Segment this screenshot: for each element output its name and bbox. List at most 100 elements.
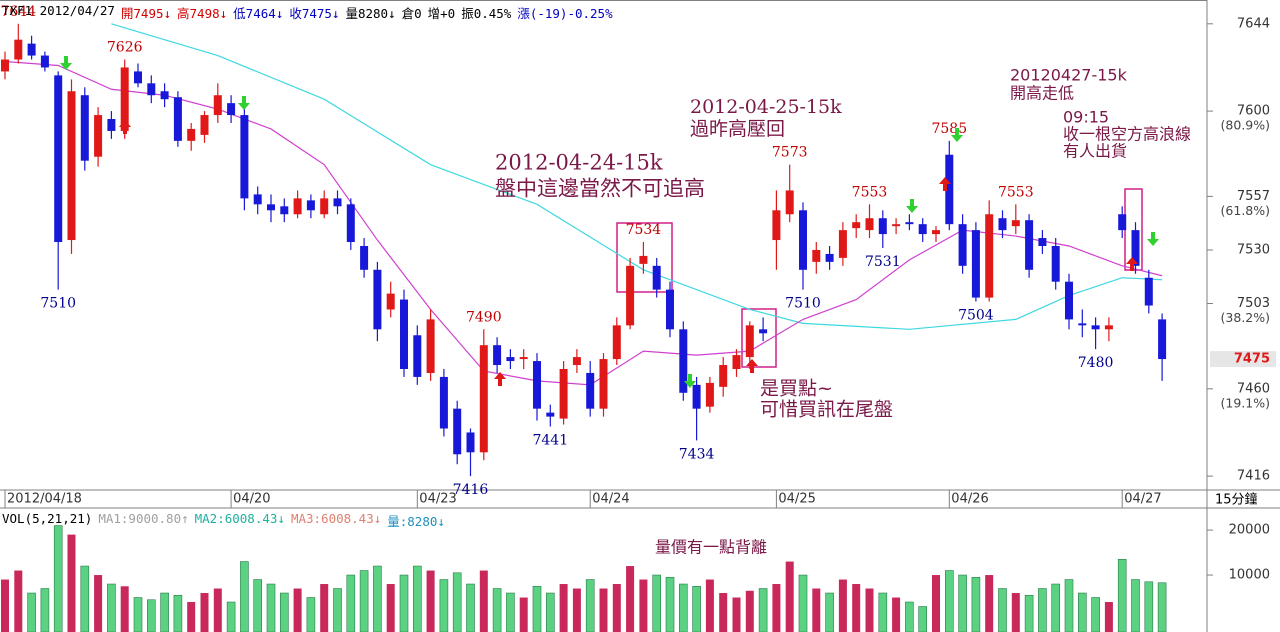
candle-body — [945, 154, 954, 225]
candle-body — [306, 200, 315, 211]
candle-body — [1131, 230, 1140, 266]
candle-body — [732, 355, 741, 369]
volume-bar — [572, 588, 581, 632]
volume-bar — [692, 585, 701, 632]
highlight-box — [616, 222, 673, 293]
plot-area: 7644 7626 7490 7534 7573 7553 7585 7553 7510 7416… — [0, 4, 1191, 632]
candle-body — [918, 224, 927, 235]
annotation: 20120427-15k — [1010, 66, 1128, 85]
candle-body — [705, 382, 714, 407]
last-price-marker — [1210, 351, 1276, 368]
candle-body — [293, 198, 302, 215]
header-item: MA2:6008.43↓ — [194, 511, 285, 526]
low-label: 7441 — [532, 433, 568, 449]
volume-bar — [226, 601, 236, 632]
volume-bar — [240, 561, 249, 632]
sell-arrow — [1147, 232, 1159, 246]
candle-body — [360, 245, 369, 270]
volume-bar — [838, 579, 847, 632]
header-item: 漲(-19)-0.25% — [517, 6, 613, 21]
volume-bar — [985, 575, 994, 632]
volume-bar — [266, 583, 276, 632]
candle-body — [373, 269, 382, 330]
candle-body — [1104, 325, 1113, 330]
candle-body — [772, 210, 781, 241]
annotation: 收一根空方高浪線 — [1063, 125, 1191, 144]
header-item: 開7495↓ — [120, 6, 172, 21]
annotation: 有人出貨 — [1063, 142, 1127, 161]
candle-body — [599, 359, 608, 409]
candle-body — [785, 190, 794, 215]
header-item: MA3:6008.43↓ — [290, 511, 382, 526]
candle-body — [1118, 214, 1127, 231]
y-tick-label: 7460 — [1237, 381, 1270, 396]
header-item: 量8280↓ — [345, 6, 396, 21]
candle-body — [1038, 238, 1047, 246]
annotation: 盤中這邊當然不可追高 — [495, 177, 705, 201]
fib-label: (80.9%) — [1221, 118, 1270, 133]
candle-body — [54, 75, 63, 243]
volume-bar — [944, 570, 954, 632]
volume-bar — [373, 565, 382, 632]
volume-bar — [452, 572, 462, 632]
volume-bar — [293, 588, 302, 632]
volume-bar — [1, 579, 9, 632]
high-label: 7553 — [998, 184, 1034, 200]
volume-bar — [585, 579, 595, 632]
candle-body — [652, 265, 661, 290]
volume-bar — [506, 592, 515, 632]
candle-body — [559, 368, 568, 419]
volume-bar — [14, 570, 23, 632]
x-tick-label: 04/26 — [951, 492, 988, 507]
volume-tick-label: 10000 — [1229, 568, 1270, 583]
candle-body — [572, 357, 581, 366]
annotation: 可惜買訊在尾盤 — [760, 399, 893, 421]
candle-body — [466, 432, 475, 453]
volume-bar — [279, 592, 289, 632]
volume-bar — [27, 592, 36, 632]
volume-bar — [732, 597, 741, 632]
annotation: 過昨高壓回 — [690, 118, 785, 140]
volume-bar — [133, 597, 143, 632]
volume-bar — [120, 586, 129, 632]
annotation: 開高走低 — [1010, 84, 1074, 103]
candle-body — [626, 265, 635, 326]
low-label: 7510 — [785, 296, 821, 312]
candle-body — [426, 319, 435, 373]
volume-bar — [1117, 559, 1127, 632]
candle-body — [453, 408, 462, 455]
volume-bar — [532, 585, 542, 632]
candle-body — [479, 345, 488, 453]
volume-bar — [852, 584, 861, 632]
sell-arrow — [951, 128, 963, 142]
x-tick-label: 04/20 — [233, 492, 270, 507]
volume-bar — [719, 593, 728, 632]
volume-bar — [1064, 579, 1074, 632]
candle-body — [506, 357, 515, 362]
candle-body — [200, 115, 209, 135]
volume-bar — [107, 583, 116, 632]
volume-bar — [545, 592, 555, 632]
candle-body — [107, 119, 116, 131]
sell-arrow — [238, 96, 250, 110]
volume-bar — [1011, 593, 1020, 632]
candle-body — [439, 376, 448, 429]
volume-bar — [1131, 579, 1140, 632]
volume-bar — [878, 592, 888, 632]
candle-body — [932, 230, 940, 235]
low-label: 7480 — [1078, 355, 1114, 371]
volume-bar — [626, 566, 635, 632]
volume-bar — [825, 592, 834, 632]
candle-body — [1144, 277, 1153, 306]
volume-bar — [812, 588, 821, 632]
candle-body — [666, 289, 674, 330]
candle-body — [240, 115, 249, 199]
high-label: 7553 — [852, 184, 888, 200]
volume-bar — [758, 588, 768, 632]
annotation: 是買點~ — [760, 378, 833, 400]
volume-tick-label: 20000 — [1229, 523, 1270, 538]
volume-bar — [40, 588, 50, 632]
annotation: 09:15 — [1063, 108, 1109, 127]
volume-bar — [652, 574, 662, 632]
